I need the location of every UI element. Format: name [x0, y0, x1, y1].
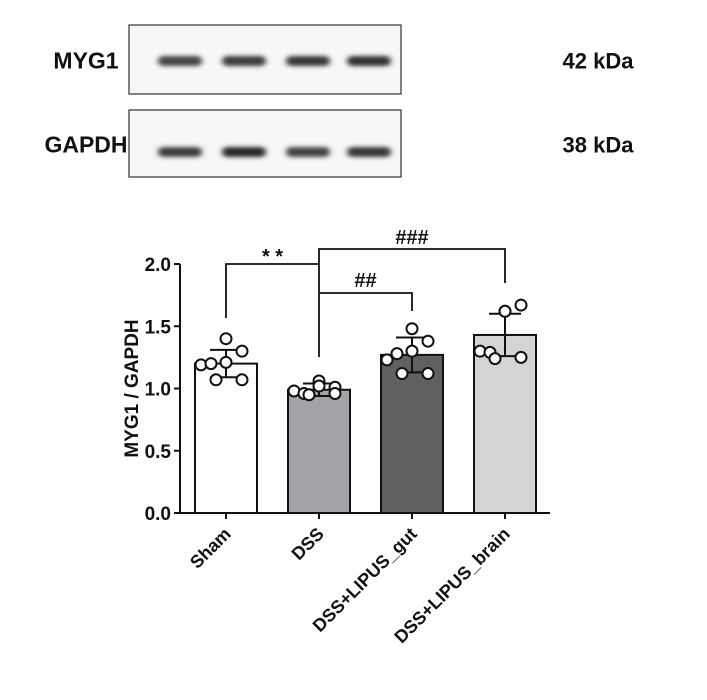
data-point	[514, 298, 528, 312]
y-tick-label: 2.0	[145, 255, 171, 276]
y-tick-label: 0.5	[145, 442, 172, 463]
blot-size-label: 42 kDa	[563, 49, 635, 74]
blot-band	[286, 56, 330, 66]
data-point	[405, 322, 419, 336]
y-tick-label: 1.5	[145, 317, 172, 338]
data-point	[498, 304, 512, 318]
y-tick-label: 1.0	[145, 380, 171, 401]
data-point	[395, 367, 409, 381]
blot-protein-label: GAPDH	[44, 132, 127, 158]
western-blot: MYG1 42 kDa GAPDH 38 kDa	[44, 24, 635, 178]
significance-label: ##	[354, 270, 376, 292]
data-point	[302, 388, 316, 402]
y-axis-label: MYG1 / GAPDH	[122, 319, 143, 457]
blot-band	[158, 56, 202, 66]
bar	[194, 362, 258, 514]
blot-protein-label: MYG1	[53, 48, 118, 74]
blot-size-label: 38 kDa	[563, 133, 635, 158]
data-point	[514, 350, 528, 364]
data-point	[380, 353, 394, 367]
x-tick-label: Sham	[186, 524, 235, 573]
significance-bracket	[319, 292, 413, 311]
significance-bracket	[318, 248, 506, 357]
data-point	[405, 344, 419, 358]
data-point	[328, 386, 342, 400]
data-point	[390, 347, 404, 361]
data-point	[421, 334, 435, 348]
blot-membrane	[128, 109, 402, 178]
blot-band	[286, 147, 330, 157]
bar	[473, 333, 537, 514]
bar	[380, 353, 444, 515]
significance-label: * *	[262, 246, 283, 268]
data-point	[219, 332, 233, 346]
blot-band	[347, 56, 391, 66]
blot-band	[158, 147, 202, 157]
bar	[287, 388, 351, 514]
data-point	[204, 357, 218, 371]
x-tick-label: DSS	[288, 524, 328, 564]
data-point	[488, 352, 502, 366]
blot-band	[347, 147, 391, 157]
significance-label: ###	[395, 227, 428, 249]
data-point	[312, 379, 326, 393]
data-point	[209, 373, 223, 387]
significance-bracket	[225, 263, 319, 318]
y-tick-label: 0.0	[145, 504, 171, 525]
blot-band	[222, 56, 266, 66]
data-point	[421, 367, 435, 381]
data-point	[235, 373, 249, 387]
blot-band	[222, 147, 266, 157]
data-point	[219, 355, 233, 369]
data-point	[235, 344, 249, 358]
